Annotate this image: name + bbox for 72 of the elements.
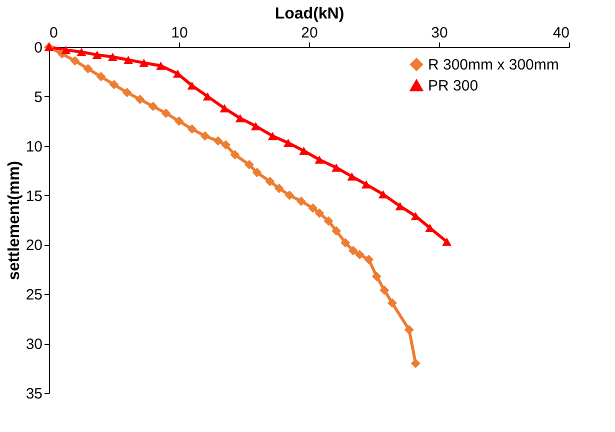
- y-tick-label: 30: [26, 336, 42, 354]
- point: [96, 72, 106, 82]
- point: [284, 190, 294, 200]
- y-tick-label: 10: [26, 138, 42, 156]
- legend-label: R 300mm x 300mm: [428, 56, 559, 74]
- point: [161, 108, 171, 118]
- point: [230, 150, 240, 160]
- x-tick-label: 10: [171, 24, 188, 42]
- point: [156, 62, 166, 70]
- point: [308, 203, 318, 213]
- point: [268, 132, 278, 140]
- point: [324, 216, 334, 226]
- point: [135, 94, 145, 104]
- y-tick-label: 20: [26, 237, 42, 254]
- point: [296, 196, 306, 206]
- point: [314, 208, 324, 218]
- point: [92, 50, 102, 60]
- point: [221, 140, 231, 150]
- x-axis-title: Load(kN): [274, 6, 344, 22]
- point: [361, 180, 371, 189]
- point: [410, 358, 420, 368]
- point: [387, 298, 397, 308]
- point: [283, 138, 293, 147]
- point: [61, 46, 71, 54]
- point: [174, 116, 184, 126]
- point: [354, 250, 364, 260]
- point: [348, 246, 358, 256]
- point: [187, 124, 197, 134]
- x-tick-label: 0: [50, 24, 58, 42]
- point: [252, 168, 262, 178]
- point: [83, 64, 93, 74]
- point: [76, 48, 86, 56]
- point: [314, 156, 324, 164]
- point: [213, 136, 223, 146]
- point: [250, 122, 260, 130]
- y-tick-label: 25: [26, 286, 42, 304]
- point: [364, 254, 374, 264]
- legend-label: PR 300: [428, 78, 478, 94]
- y-tick-label: 5: [34, 88, 42, 106]
- point: [395, 202, 405, 210]
- point: [124, 56, 134, 64]
- point: [299, 146, 309, 155]
- point: [340, 238, 350, 248]
- point: [404, 324, 414, 334]
- y-tick-label: 0: [34, 40, 42, 56]
- point: [187, 81, 197, 90]
- point: [347, 172, 357, 181]
- y-tick-label: 35: [26, 386, 42, 402]
- point: [380, 285, 390, 295]
- x-tick-label: 30: [431, 24, 448, 42]
- point: [139, 58, 149, 67]
- point: [378, 190, 388, 198]
- point: [274, 184, 284, 194]
- x-tick-label: 40: [552, 24, 570, 42]
- point: [332, 226, 342, 236]
- point: [200, 131, 210, 141]
- point: [122, 88, 132, 98]
- point: [265, 176, 275, 186]
- point: [442, 238, 452, 246]
- point: [220, 104, 230, 112]
- point: [108, 52, 118, 61]
- point: [372, 272, 382, 282]
- point: [148, 102, 158, 112]
- y-axis-title: settlement(mm): [6, 160, 23, 280]
- point: [70, 56, 80, 66]
- point: [235, 114, 245, 122]
- x-tick-label: 20: [301, 24, 318, 42]
- point: [109, 80, 119, 90]
- point: [202, 92, 212, 101]
- y-tick-label: 15: [26, 188, 42, 205]
- point: [244, 160, 254, 170]
- point: [332, 164, 342, 172]
